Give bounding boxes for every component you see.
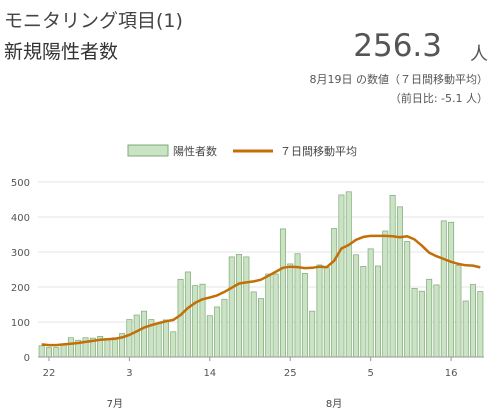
bar <box>199 283 206 358</box>
bar <box>38 345 45 358</box>
month-label: 8月 <box>326 398 342 410</box>
current-value: 256.3 <box>353 28 442 64</box>
bar <box>287 263 294 358</box>
bar <box>323 267 330 358</box>
x-tick-label: 3 <box>126 368 132 379</box>
bar <box>477 291 484 358</box>
bar <box>272 273 279 358</box>
bar <box>440 220 447 358</box>
bar <box>301 273 308 358</box>
bar <box>433 284 440 358</box>
bar <box>162 319 169 358</box>
bar <box>155 323 162 358</box>
bar <box>214 306 221 358</box>
bar <box>111 337 118 358</box>
x-tick-label: 25 <box>284 368 297 379</box>
bar <box>353 254 360 358</box>
bar <box>250 291 257 358</box>
bar <box>375 265 381 358</box>
bar <box>126 319 133 358</box>
bar <box>367 248 374 358</box>
y-tick-label: 400 <box>11 213 30 224</box>
bar <box>170 331 177 358</box>
bar <box>104 338 111 358</box>
page-subtitle: 新規陽性者数 <box>4 41 119 63</box>
bar <box>177 278 184 358</box>
legend-bar-label: 陽性者数 <box>173 144 217 158</box>
bar <box>396 206 403 358</box>
bar <box>192 285 199 358</box>
bar <box>258 298 264 358</box>
bar <box>316 264 323 358</box>
bar <box>382 230 389 358</box>
month-label: 7月 <box>107 398 123 410</box>
bar <box>426 278 433 358</box>
bar <box>141 310 147 358</box>
bar <box>470 284 477 358</box>
x-tick-label: 16 <box>445 368 458 379</box>
moving-average-line <box>41 234 481 347</box>
bar <box>331 228 338 358</box>
bar <box>133 314 140 358</box>
bar <box>462 300 469 358</box>
page-title: モニタリング項目(1) <box>4 10 183 32</box>
diff-note: （前日比: -5.1 人） <box>389 92 488 105</box>
bar <box>411 288 418 358</box>
x-tick-label: 22 <box>43 368 56 379</box>
bar <box>338 194 345 358</box>
bar <box>206 315 213 358</box>
bar <box>184 271 191 358</box>
value-unit: 人 <box>470 44 488 65</box>
y-tick-label: 200 <box>11 283 30 294</box>
bar <box>279 228 286 358</box>
bar <box>309 310 316 358</box>
y-tick-label: 100 <box>11 318 30 329</box>
bar <box>389 194 396 358</box>
bar <box>236 254 243 358</box>
bar <box>448 221 455 358</box>
bar <box>45 347 52 358</box>
bar <box>345 191 352 358</box>
y-tick-label: 500 <box>11 178 30 189</box>
bar <box>53 347 60 358</box>
chart: 陽性者数 ７日間移動平均 0 100 200 300 400 500 22 3 14 25 5 16 7… <box>11 144 484 410</box>
bar <box>455 264 462 358</box>
y-tick-label: 300 <box>11 248 30 259</box>
y-tick-label: 0 <box>24 353 30 364</box>
bar <box>294 253 301 358</box>
bar <box>265 273 272 358</box>
bar <box>243 256 250 358</box>
bar <box>360 266 367 358</box>
legend-bar-swatch <box>127 144 169 157</box>
x-tick-label: 5 <box>367 368 373 379</box>
x-tick-label: 14 <box>203 368 216 379</box>
legend[interactable]: 陽性者数 ７日間移動平均 <box>127 144 357 158</box>
date-note: 8月19日 の数値（７日間移動平均） <box>309 73 489 86</box>
bar <box>418 290 425 358</box>
bar <box>221 298 228 358</box>
bar <box>228 256 235 358</box>
bar <box>60 343 67 358</box>
legend-line-label: ７日間移動平均 <box>280 144 357 158</box>
bar <box>67 337 74 358</box>
bar <box>404 241 411 358</box>
